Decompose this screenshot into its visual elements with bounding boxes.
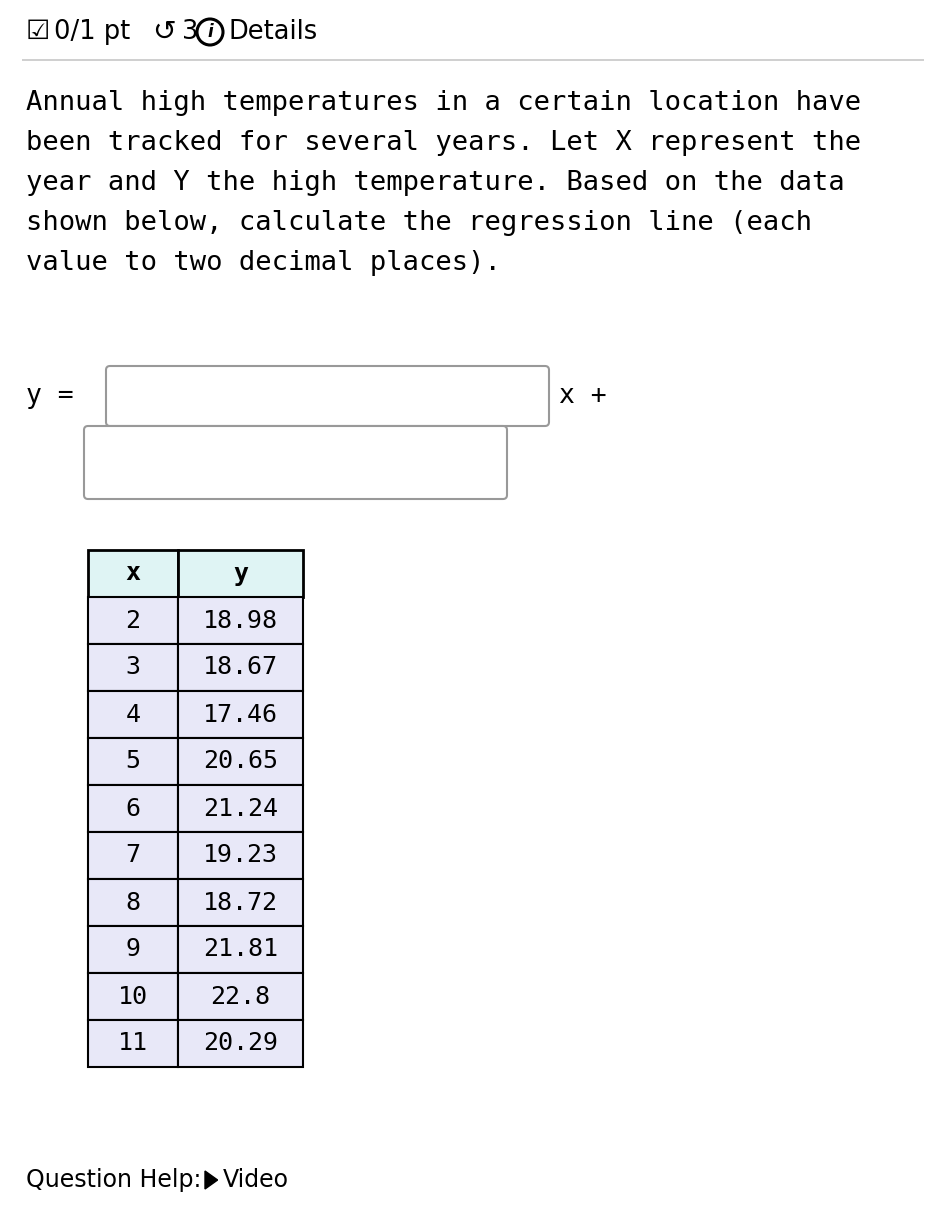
Text: 17.46: 17.46: [203, 702, 278, 726]
Text: 10: 10: [118, 985, 148, 1009]
FancyBboxPatch shape: [178, 974, 303, 1020]
FancyBboxPatch shape: [88, 737, 178, 785]
Text: 22.8: 22.8: [211, 985, 271, 1009]
Text: 7: 7: [126, 844, 141, 867]
FancyBboxPatch shape: [178, 550, 303, 597]
Text: shown below, calculate the regression line (each: shown below, calculate the regression li…: [26, 210, 812, 236]
Text: 21.24: 21.24: [203, 796, 278, 821]
Text: value to two decimal places).: value to two decimal places).: [26, 249, 500, 276]
Text: year and Y the high temperature. Based on the data: year and Y the high temperature. Based o…: [26, 170, 845, 196]
Text: x: x: [126, 561, 141, 586]
Text: 18.98: 18.98: [203, 609, 278, 632]
FancyBboxPatch shape: [178, 832, 303, 879]
Text: ↺: ↺: [152, 18, 176, 46]
Text: 5: 5: [126, 750, 141, 773]
Text: Question Help:: Question Help:: [26, 1168, 201, 1192]
FancyBboxPatch shape: [88, 597, 178, 645]
FancyBboxPatch shape: [88, 785, 178, 832]
FancyBboxPatch shape: [178, 597, 303, 645]
Text: 6: 6: [126, 796, 141, 821]
Text: 11: 11: [118, 1031, 148, 1055]
FancyBboxPatch shape: [88, 926, 178, 974]
Text: 20.29: 20.29: [203, 1031, 278, 1055]
Text: 21.81: 21.81: [203, 938, 278, 961]
Text: Annual high temperatures in a certain location have: Annual high temperatures in a certain lo…: [26, 91, 861, 116]
Text: 3: 3: [182, 20, 199, 45]
FancyBboxPatch shape: [178, 645, 303, 691]
Text: y: y: [233, 561, 248, 586]
FancyBboxPatch shape: [88, 550, 178, 597]
Polygon shape: [205, 1170, 218, 1189]
Text: 3: 3: [126, 656, 141, 680]
Text: ☑: ☑: [26, 20, 50, 45]
FancyBboxPatch shape: [88, 1020, 178, 1066]
FancyBboxPatch shape: [178, 785, 303, 832]
FancyBboxPatch shape: [106, 366, 549, 426]
Text: 18.72: 18.72: [203, 890, 278, 915]
Text: 0/1 pt: 0/1 pt: [54, 20, 131, 45]
FancyBboxPatch shape: [178, 879, 303, 926]
FancyBboxPatch shape: [88, 832, 178, 879]
FancyBboxPatch shape: [178, 691, 303, 737]
FancyBboxPatch shape: [88, 974, 178, 1020]
Text: 8: 8: [126, 890, 141, 915]
Text: 18.67: 18.67: [203, 656, 278, 680]
FancyBboxPatch shape: [88, 645, 178, 691]
Text: i: i: [207, 23, 213, 42]
Text: 20.65: 20.65: [203, 750, 278, 773]
Text: 2: 2: [126, 609, 141, 632]
FancyBboxPatch shape: [84, 426, 507, 499]
Text: Details: Details: [228, 20, 317, 45]
FancyBboxPatch shape: [178, 737, 303, 785]
FancyBboxPatch shape: [88, 691, 178, 737]
Text: 4: 4: [126, 702, 141, 726]
Text: Video: Video: [222, 1168, 289, 1192]
Text: 9: 9: [126, 938, 141, 961]
FancyBboxPatch shape: [88, 879, 178, 926]
FancyBboxPatch shape: [178, 926, 303, 974]
Text: x +: x +: [559, 383, 606, 408]
Text: been tracked for several years. Let X represent the: been tracked for several years. Let X re…: [26, 130, 861, 157]
Text: y =: y =: [26, 383, 74, 408]
Text: 19.23: 19.23: [203, 844, 278, 867]
FancyBboxPatch shape: [178, 1020, 303, 1066]
